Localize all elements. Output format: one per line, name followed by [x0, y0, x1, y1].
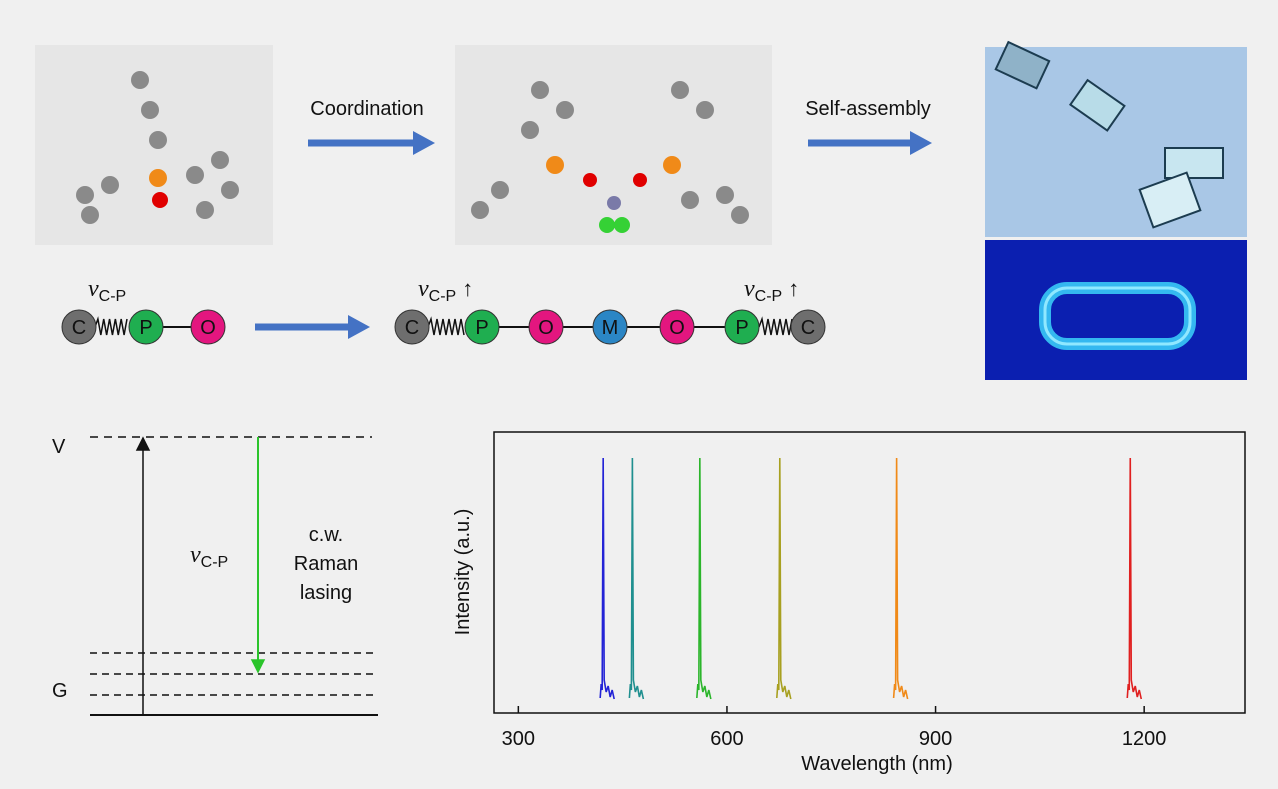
atom-label: C — [72, 317, 86, 339]
atom-label: P — [139, 317, 152, 339]
step-label: Self-assembly — [805, 98, 931, 120]
page: Coordination Self-assembly CPOCPOMOPCvC-… — [0, 0, 1278, 789]
mode-simulation — [985, 240, 1247, 380]
symbol: v — [418, 276, 429, 302]
step-label: Coordination — [310, 98, 423, 120]
process-label: lasing — [300, 582, 352, 604]
x-tick-label: 300 — [502, 728, 535, 750]
arrow: ↑ — [788, 276, 799, 301]
subscript: C-P — [755, 288, 783, 305]
atom-label: C — [405, 317, 419, 339]
arrow: ↑ — [462, 276, 473, 301]
subscript: C-P — [99, 288, 127, 305]
atom-label: M — [602, 317, 619, 339]
atom-label: P — [475, 317, 488, 339]
level-label: G — [52, 680, 68, 702]
process-label: c.w. — [309, 524, 343, 546]
figure: Coordination Self-assembly CPOCPOMOPCvC-… — [0, 0, 1278, 789]
atom-label: O — [669, 317, 685, 339]
process-label: Raman — [294, 553, 358, 575]
level-label: V — [52, 436, 66, 458]
atom-label: P — [735, 317, 748, 339]
complex-model — [455, 45, 772, 245]
atom-label: C — [801, 317, 815, 339]
x-tick-label: 900 — [919, 728, 952, 750]
x-axis-title: Wavelength (nm) — [801, 753, 953, 775]
symbol: v — [744, 276, 755, 302]
atom-label: O — [538, 317, 554, 339]
x-tick-label: 1200 — [1122, 728, 1167, 750]
ligand-model — [35, 45, 273, 245]
y-axis-title: Intensity (a.u.) — [452, 509, 474, 636]
atom-label: O — [200, 317, 216, 339]
symbol: v — [190, 542, 201, 568]
crystal-micrograph — [985, 42, 1247, 237]
subscript: C-P — [201, 554, 229, 571]
x-tick-label: 600 — [710, 728, 743, 750]
symbol: v — [88, 276, 99, 302]
subscript: C-P — [429, 288, 457, 305]
